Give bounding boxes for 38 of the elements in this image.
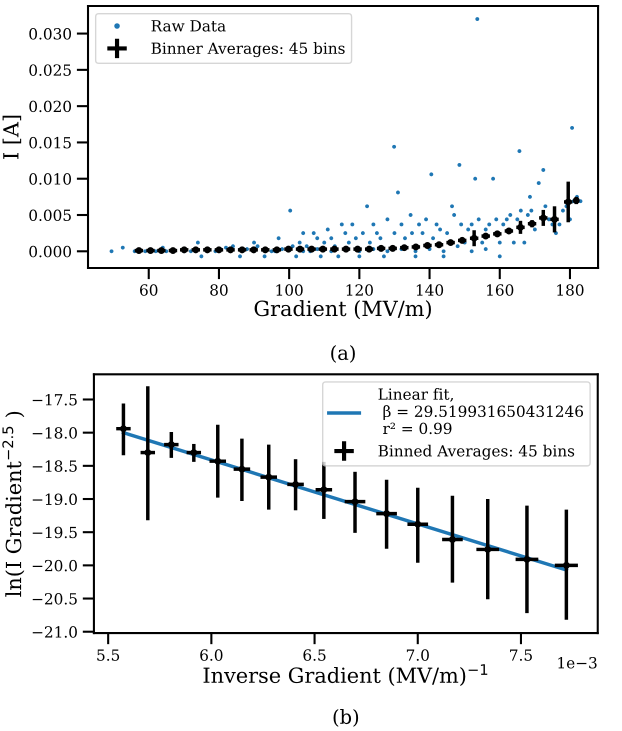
y-tick-label: 0.005 xyxy=(29,209,71,222)
x-axis-title: Inverse Gradient (MV/m)$^{−1}$ xyxy=(204,664,488,686)
y-tick-label: 0.020 xyxy=(29,100,72,112)
legend-label: Raw Data xyxy=(151,20,226,32)
x-axis-title: Gradient (MV/m) xyxy=(254,300,431,320)
y-tick-label: −21.0 xyxy=(32,626,77,638)
x-tick-label: 100 xyxy=(276,284,303,296)
y-tick-label: 0.030 xyxy=(29,28,72,40)
legend-label: Linear fit, β = 29.519931650431246 r² = 0.99 xyxy=(378,388,584,434)
y-tick-label: −18.5 xyxy=(32,460,77,472)
x-tick-label: 140 xyxy=(416,284,444,296)
y-tick-label: 0.010 xyxy=(29,173,72,185)
x-tick-label: 5.5 xyxy=(97,649,120,661)
x-tick-label: 7.5 xyxy=(510,649,532,661)
text: (a) xyxy=(331,345,355,363)
text: 1e−3 xyxy=(558,656,597,669)
x-tick-label: 6.5 xyxy=(303,649,326,661)
x-tick-label: 6.0 xyxy=(200,649,222,661)
x-tick-label: 180 xyxy=(557,284,584,296)
x-tick-label: 60 xyxy=(140,284,158,296)
y-tick-label: −18.0 xyxy=(32,427,77,439)
legend-label: Binner Averages: 45 bins xyxy=(151,42,345,58)
y-tick-label: −20.0 xyxy=(32,560,77,572)
y-axis-title: ln(I Gradient$^{−2.5}$ ) xyxy=(2,412,24,597)
y-tick-label: −19.0 xyxy=(32,493,77,506)
legend-label: Binned Averages: 45 bins xyxy=(378,444,574,460)
y-tick-label: 0.015 xyxy=(29,136,71,148)
text: (b) xyxy=(334,709,358,727)
x-tick-label: 80 xyxy=(210,284,228,296)
y-axis-title: I [A] xyxy=(2,116,22,159)
x-tick-label: 160 xyxy=(487,284,514,296)
y-tick-label: −19.5 xyxy=(32,526,77,538)
y-tick-label: −20.5 xyxy=(32,593,77,605)
x-tick-label: 120 xyxy=(346,284,373,296)
y-tick-label: 0.025 xyxy=(29,64,71,76)
y-tick-label: 0.000 xyxy=(29,246,72,258)
y-tick-label: −17.5 xyxy=(32,394,77,406)
x-tick-label: 7.0 xyxy=(406,649,429,661)
